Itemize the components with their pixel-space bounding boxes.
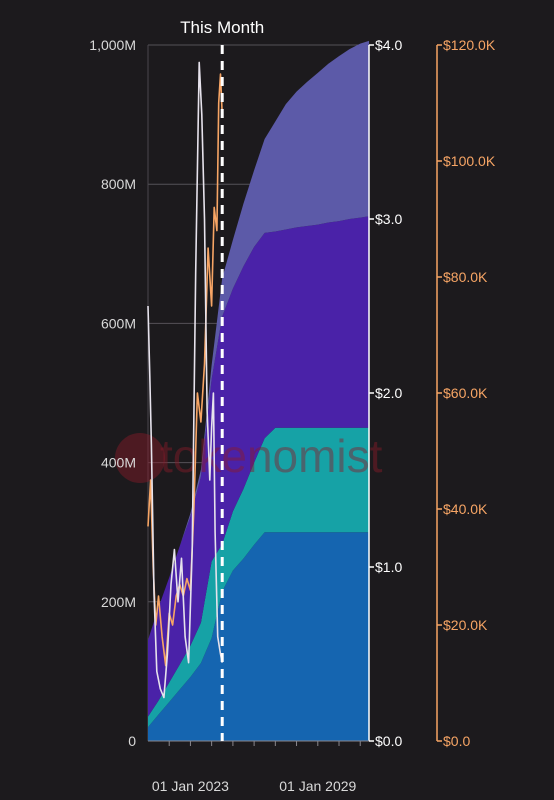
- supply-area-4: [148, 40, 369, 641]
- left-tick-label: 400M: [101, 455, 136, 471]
- right-tick-label: $120.0K: [443, 37, 496, 53]
- right-tick-label: $0.0: [443, 733, 470, 749]
- mid-tick-label: $1.0: [375, 559, 402, 575]
- mid-tick-label: $2.0: [375, 385, 402, 401]
- price-line-1: [147, 73, 223, 667]
- this-month-label: This Month: [180, 18, 264, 37]
- x-tick-label: 01 Jan 2029: [279, 778, 356, 794]
- right-tick-label: $80.0K: [443, 269, 488, 285]
- right-tick-label: $40.0K: [443, 501, 488, 517]
- supply-area-3: [148, 216, 369, 717]
- left-tick-label: 200M: [101, 594, 136, 610]
- mid-tick-label: $4.0: [375, 37, 402, 53]
- this-month-marker: This Month: [180, 18, 264, 741]
- axes: 0 200M 400M 600M 800M 1,000M $0.0 $1.0 $2.0 $3.0 $…: [89, 37, 496, 794]
- price-lines: [147, 61, 223, 699]
- left-tick-label: 600M: [101, 315, 136, 331]
- right-tick-label: $20.0K: [443, 617, 488, 633]
- watermark: tokenomist: [115, 430, 383, 483]
- right-tick-label: $60.0K: [443, 385, 488, 401]
- supply-area-2: [148, 427, 369, 728]
- watermark-text: tokenomist: [160, 430, 383, 482]
- price-line-2: [147, 61, 223, 699]
- left-tick-label: 1,000M: [89, 37, 136, 53]
- x-tick-label: 01 Jan 2023: [152, 778, 229, 794]
- right-tick-label: $100.0K: [443, 153, 496, 169]
- left-tick-label: 800M: [101, 176, 136, 192]
- mid-tick-label: $0.0: [375, 733, 402, 749]
- left-tick-label: 0: [128, 733, 136, 749]
- supply-areas: [148, 40, 369, 741]
- mid-tick-label: $3.0: [375, 211, 402, 227]
- supply-area-1: [148, 532, 369, 741]
